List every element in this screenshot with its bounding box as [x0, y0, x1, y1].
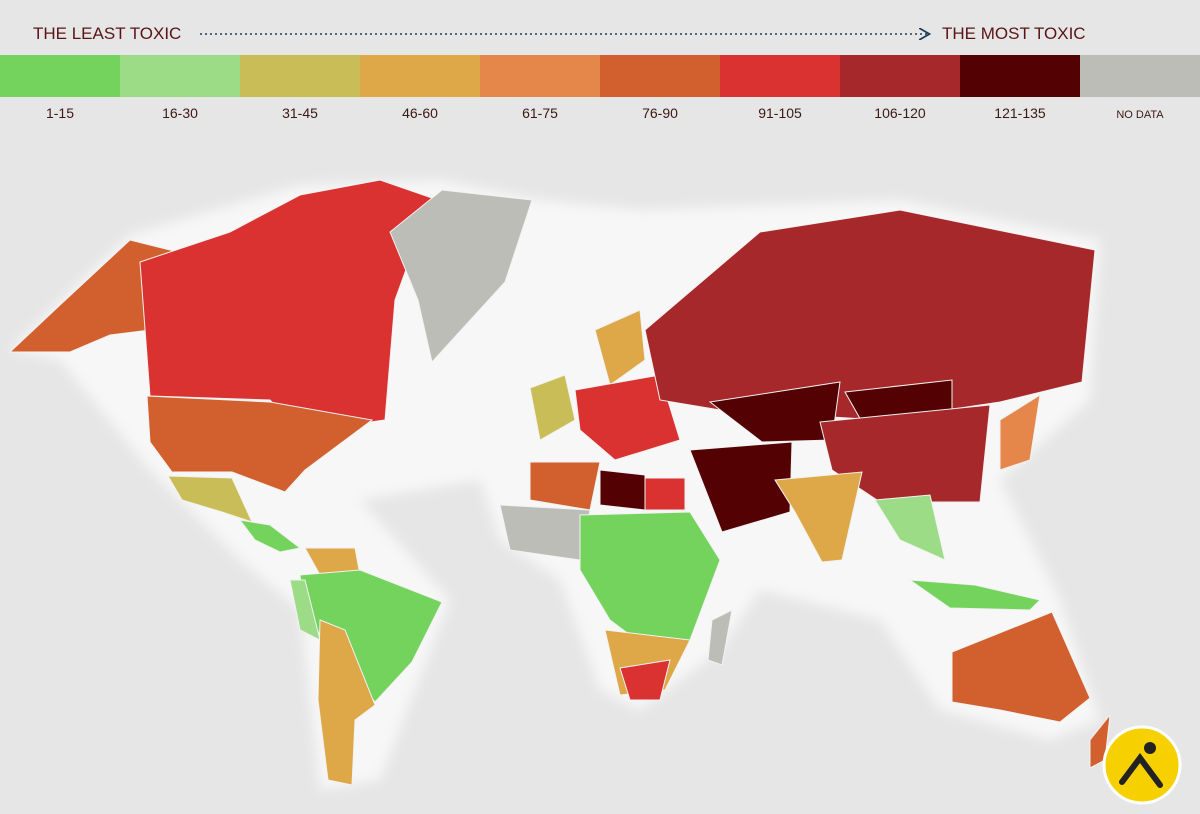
- canada: [139, 179, 433, 433]
- legend-label: 76-90: [642, 105, 678, 121]
- legend-swatch: [600, 55, 720, 97]
- legend-label: 46-60: [402, 105, 438, 121]
- egypt: [644, 477, 686, 511]
- scandinavia: [594, 309, 646, 386]
- legend-label: 121-135: [994, 105, 1046, 121]
- legend-label: 106-120: [874, 105, 926, 121]
- scale-right-label: THE MOST TOXIC: [942, 24, 1086, 43]
- india: [774, 471, 863, 563]
- scale-left-label: THE LEAST TOXIC: [33, 24, 181, 43]
- southeast-asia: [874, 494, 946, 561]
- central-europe: [574, 374, 681, 461]
- legend-swatch: [0, 55, 120, 97]
- legend-label: 31-45: [282, 105, 318, 121]
- legend-swatch: [960, 55, 1080, 97]
- legend-swatch: [720, 55, 840, 97]
- south-africa: [619, 659, 671, 701]
- legend-label: 91-105: [758, 105, 802, 121]
- legend: 1-15 16-30 31-45 46-60 61-75 76-90 91-105 106-1…: [0, 55, 1200, 121]
- mexico: [167, 475, 253, 523]
- west-africa: [499, 504, 591, 561]
- argentina-chile: [317, 619, 376, 786]
- logo: [1102, 725, 1182, 805]
- central-america: [238, 519, 302, 553]
- indonesia: [908, 579, 1041, 611]
- japan: [999, 393, 1041, 471]
- legend-swatch: [360, 55, 480, 97]
- russia: [644, 209, 1096, 421]
- legend-label: 61-75: [522, 105, 558, 121]
- legend-swatch: [480, 55, 600, 97]
- legend-swatch: [1080, 55, 1200, 97]
- usa: [146, 395, 374, 493]
- legend-swatch: [240, 55, 360, 97]
- legend-swatch: [120, 55, 240, 97]
- greenland: [389, 189, 533, 364]
- australia: [951, 611, 1091, 723]
- legend-label: 1-15: [46, 105, 74, 121]
- libya: [599, 469, 646, 511]
- legend-label: 16-30: [162, 105, 198, 121]
- legend-label: NO DATA: [1116, 109, 1164, 121]
- world-map: [8, 179, 1111, 790]
- middle-east: [689, 441, 793, 533]
- legend-swatch: [840, 55, 960, 97]
- western-europe: [529, 374, 576, 441]
- madagascar: [707, 609, 733, 666]
